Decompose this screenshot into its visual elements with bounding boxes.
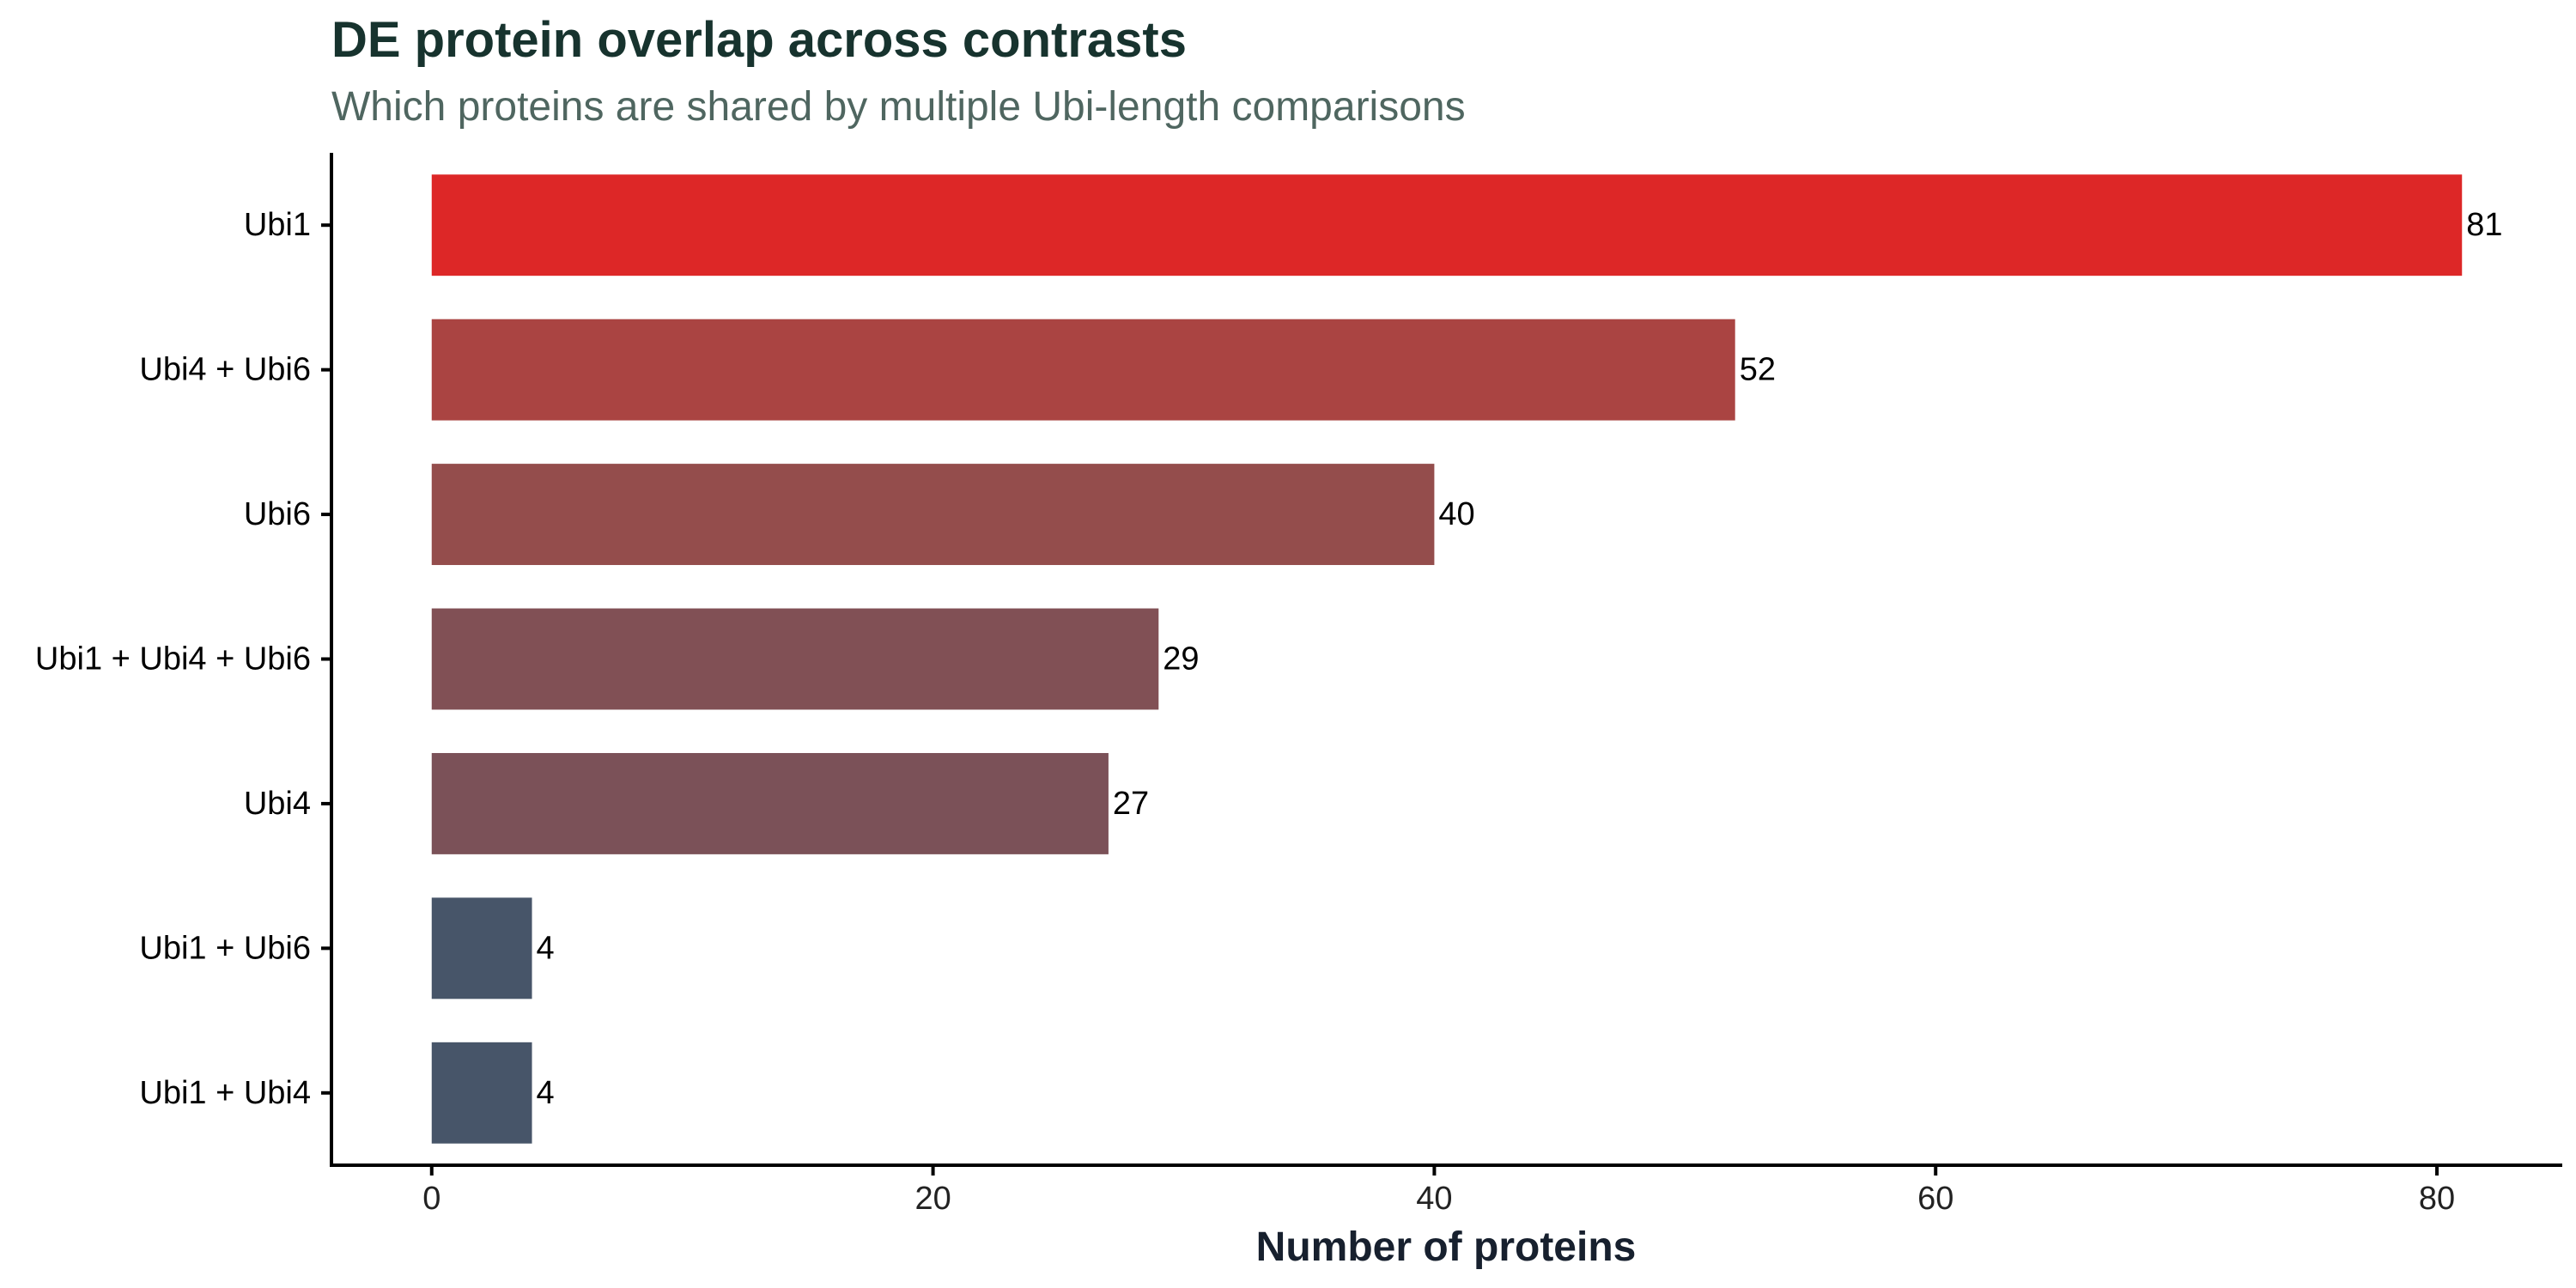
- x-tick-label: 60: [1917, 1181, 1953, 1217]
- bar-value-label: 40: [1438, 496, 1474, 532]
- bar: [431, 464, 1435, 566]
- x-tick-label: 20: [914, 1181, 951, 1217]
- bar-value-label: 4: [537, 930, 555, 966]
- x-tick-label: 40: [1416, 1181, 1452, 1217]
- y-tick-label: Ubi1: [244, 207, 311, 243]
- bar-value-label: 4: [537, 1075, 555, 1111]
- bar: [431, 174, 2463, 276]
- chart-subtitle: Which proteins are shared by multiple Ub…: [331, 84, 1466, 130]
- bar: [431, 897, 532, 999]
- x-tick-label: 80: [2419, 1181, 2455, 1217]
- bars-layer: [431, 174, 2463, 1144]
- bar: [431, 608, 1159, 710]
- y-tick-label: Ubi6: [244, 496, 311, 532]
- x-axis: 0 20 40 60 80: [330, 1163, 2562, 1217]
- y-tick-label: Ubi1 + Ubi4: [139, 1075, 311, 1111]
- x-tick-label: 0: [422, 1181, 440, 1217]
- y-axis: Ubi1 Ubi4 + Ubi6 Ubi6 Ubi1 + Ubi4 + Ubi6 Ubi…: [35, 153, 333, 1167]
- bar-value-label: 29: [1163, 641, 1199, 677]
- data-labels-layer: 81 52 40 29 27 4 4: [537, 207, 2503, 1111]
- y-tick-label: Ubi1 + Ubi6: [139, 930, 311, 966]
- bar-value-label: 27: [1113, 786, 1149, 822]
- bar: [431, 319, 1735, 421]
- y-tick-label: Ubi4: [244, 786, 311, 822]
- y-tick-label: Ubi1 + Ubi4 + Ubi6: [35, 641, 311, 677]
- bar-value-label: 52: [1740, 352, 1776, 388]
- bar: [431, 1042, 532, 1144]
- bar: [431, 752, 1109, 854]
- y-tick-label: Ubi4 + Ubi6: [139, 352, 311, 388]
- x-axis-title: Number of proteins: [1256, 1224, 1637, 1270]
- bar-value-label: 81: [2466, 207, 2502, 243]
- chart-title: DE protein overlap across contrasts: [331, 12, 1187, 68]
